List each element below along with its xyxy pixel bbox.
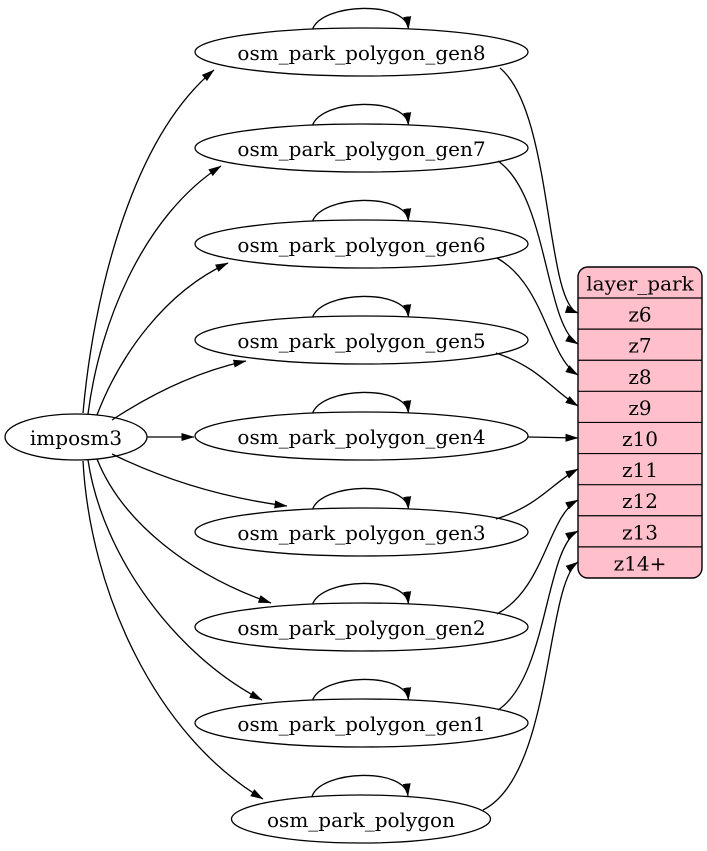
node-ellipse-osm_park_polygon_gen5 bbox=[194, 315, 529, 365]
layer-row-z8: z8 bbox=[628, 365, 651, 389]
nodes-layer: imposm3 osm_park_polygon_gen8 osm_park_pol… bbox=[4, 27, 703, 844]
node-osm_park_polygon: osm_park_polygon bbox=[230, 794, 492, 844]
edge-osm_park_polygon_gen7-to-z7 bbox=[497, 160, 579, 345]
node-label-osm_park_polygon_gen7: osm_park_polygon_gen7 bbox=[237, 137, 485, 161]
edge-osm_park_polygon-to-z14+ bbox=[482, 561, 579, 811]
edge-imposm3-to-osm_park_polygon_gen6 bbox=[96, 262, 229, 416]
layer-row-z11: z11 bbox=[622, 458, 658, 482]
edge-osm_park_polygon_gen7-to-osm_park_polygon_gen7 bbox=[311, 103, 412, 126]
edge-imposm3-to-osm_park_polygon bbox=[82, 460, 264, 800]
edge-imposm3-to-osm_park_polygon_gen7 bbox=[87, 165, 222, 415]
edge-imposm3-to-osm_park_polygon_gen2 bbox=[96, 458, 272, 604]
layer-row-z6: z6 bbox=[628, 303, 651, 327]
node-label-osm_park_polygon_gen6: osm_park_polygon_gen6 bbox=[237, 233, 485, 257]
node-osm_park_polygon_gen2: osm_park_polygon_gen2 bbox=[194, 602, 529, 652]
edge-osm_park_polygon_gen4-to-z10 bbox=[527, 433, 579, 442]
node-label-osm_park_polygon_gen5: osm_park_polygon_gen5 bbox=[237, 329, 485, 353]
edge-osm_park_polygon_gen3-to-osm_park_polygon_gen3 bbox=[311, 487, 412, 510]
node-ellipse-osm_park_polygon_gen6 bbox=[194, 219, 529, 269]
node-osm_park_polygon_gen6: osm_park_polygon_gen6 bbox=[194, 219, 529, 269]
edge-osm_park_polygon_gen1-to-osm_park_polygon_gen1 bbox=[311, 678, 412, 701]
edges-layer bbox=[82, 7, 579, 811]
node-osm_park_polygon_gen7: osm_park_polygon_gen7 bbox=[194, 123, 529, 173]
edge-osm_park_polygon-to-osm_park_polygon bbox=[311, 774, 411, 797]
layer-row-z14+: z14+ bbox=[614, 551, 667, 575]
layer-row-z12: z12 bbox=[622, 489, 658, 513]
edge-osm_park_polygon_gen1-to-z13 bbox=[497, 530, 579, 711]
layer-park-title: layer_park bbox=[586, 272, 694, 296]
node-label-osm_park_polygon_gen1: osm_park_polygon_gen1 bbox=[237, 712, 485, 736]
node-ellipse-osm_park_polygon_gen7 bbox=[194, 123, 529, 173]
layer-row-z13: z13 bbox=[622, 520, 658, 544]
edge-osm_park_polygon_gen8-to-osm_park_polygon_gen8 bbox=[311, 7, 412, 30]
node-ellipse-osm_park_polygon_gen4 bbox=[194, 411, 529, 461]
node-label-osm_park_polygon_gen8: osm_park_polygon_gen8 bbox=[237, 41, 485, 65]
node-osm_park_polygon_gen4: osm_park_polygon_gen4 bbox=[194, 411, 529, 461]
node-ellipse-osm_park_polygon_gen2 bbox=[194, 602, 529, 652]
layer-row-z9: z9 bbox=[628, 396, 651, 420]
node-label-imposm3: imposm3 bbox=[30, 426, 122, 450]
node-label-osm_park_polygon_gen2: osm_park_polygon_gen2 bbox=[237, 616, 485, 640]
edge-imposm3-to-osm_park_polygon_gen3 bbox=[111, 453, 288, 509]
node-osm_park_polygon_gen8: osm_park_polygon_gen8 bbox=[194, 27, 529, 77]
node-osm_park_polygon_gen3: osm_park_polygon_gen3 bbox=[194, 507, 529, 557]
layer-row-z7: z7 bbox=[628, 334, 651, 358]
node-osm_park_polygon_gen1: osm_park_polygon_gen1 bbox=[194, 698, 529, 748]
edge-imposm3-to-osm_park_polygon_gen1 bbox=[87, 459, 263, 701]
node-ellipse-osm_park_polygon_gen8 bbox=[194, 27, 529, 77]
node-ellipse-osm_park_polygon bbox=[230, 794, 492, 844]
edge-osm_park_polygon_gen6-to-osm_park_polygon_gen6 bbox=[311, 199, 412, 222]
node-layer_park: layer_park z6 z7 z8 z9 z10 z11 z12 z13 z14+ bbox=[577, 266, 703, 579]
edge-osm_park_polygon_gen5-to-z9 bbox=[495, 352, 579, 407]
node-label-osm_park_polygon_gen4: osm_park_polygon_gen4 bbox=[237, 425, 485, 449]
node-imposm3: imposm3 bbox=[4, 413, 148, 461]
edge-osm_park_polygon_gen2-to-z12 bbox=[496, 499, 579, 615]
edge-osm_park_polygon_gen2-to-osm_park_polygon_gen2 bbox=[311, 582, 412, 605]
node-label-osm_park_polygon_gen3: osm_park_polygon_gen3 bbox=[237, 521, 485, 545]
layer-row-z10: z10 bbox=[622, 427, 658, 451]
node-osm_park_polygon_gen5: osm_park_polygon_gen5 bbox=[194, 315, 529, 365]
edge-osm_park_polygon_gen3-to-z11 bbox=[495, 468, 579, 520]
edge-osm_park_polygon_gen5-to-osm_park_polygon_gen5 bbox=[311, 295, 412, 318]
node-label-osm_park_polygon: osm_park_polygon bbox=[267, 808, 455, 832]
edge-imposm3-to-osm_park_polygon_gen8 bbox=[82, 69, 215, 414]
edge-osm_park_polygon_gen4-to-osm_park_polygon_gen4 bbox=[311, 391, 412, 414]
edge-imposm3-to-osm_park_polygon_gen5 bbox=[111, 359, 247, 421]
node-ellipse-osm_park_polygon_gen1 bbox=[194, 698, 529, 748]
edge-osm_park_polygon_gen6-to-z8 bbox=[496, 257, 579, 376]
edge-osm_park_polygon_gen8-to-z6 bbox=[499, 67, 579, 314]
node-ellipse-osm_park_polygon_gen3 bbox=[194, 507, 529, 557]
